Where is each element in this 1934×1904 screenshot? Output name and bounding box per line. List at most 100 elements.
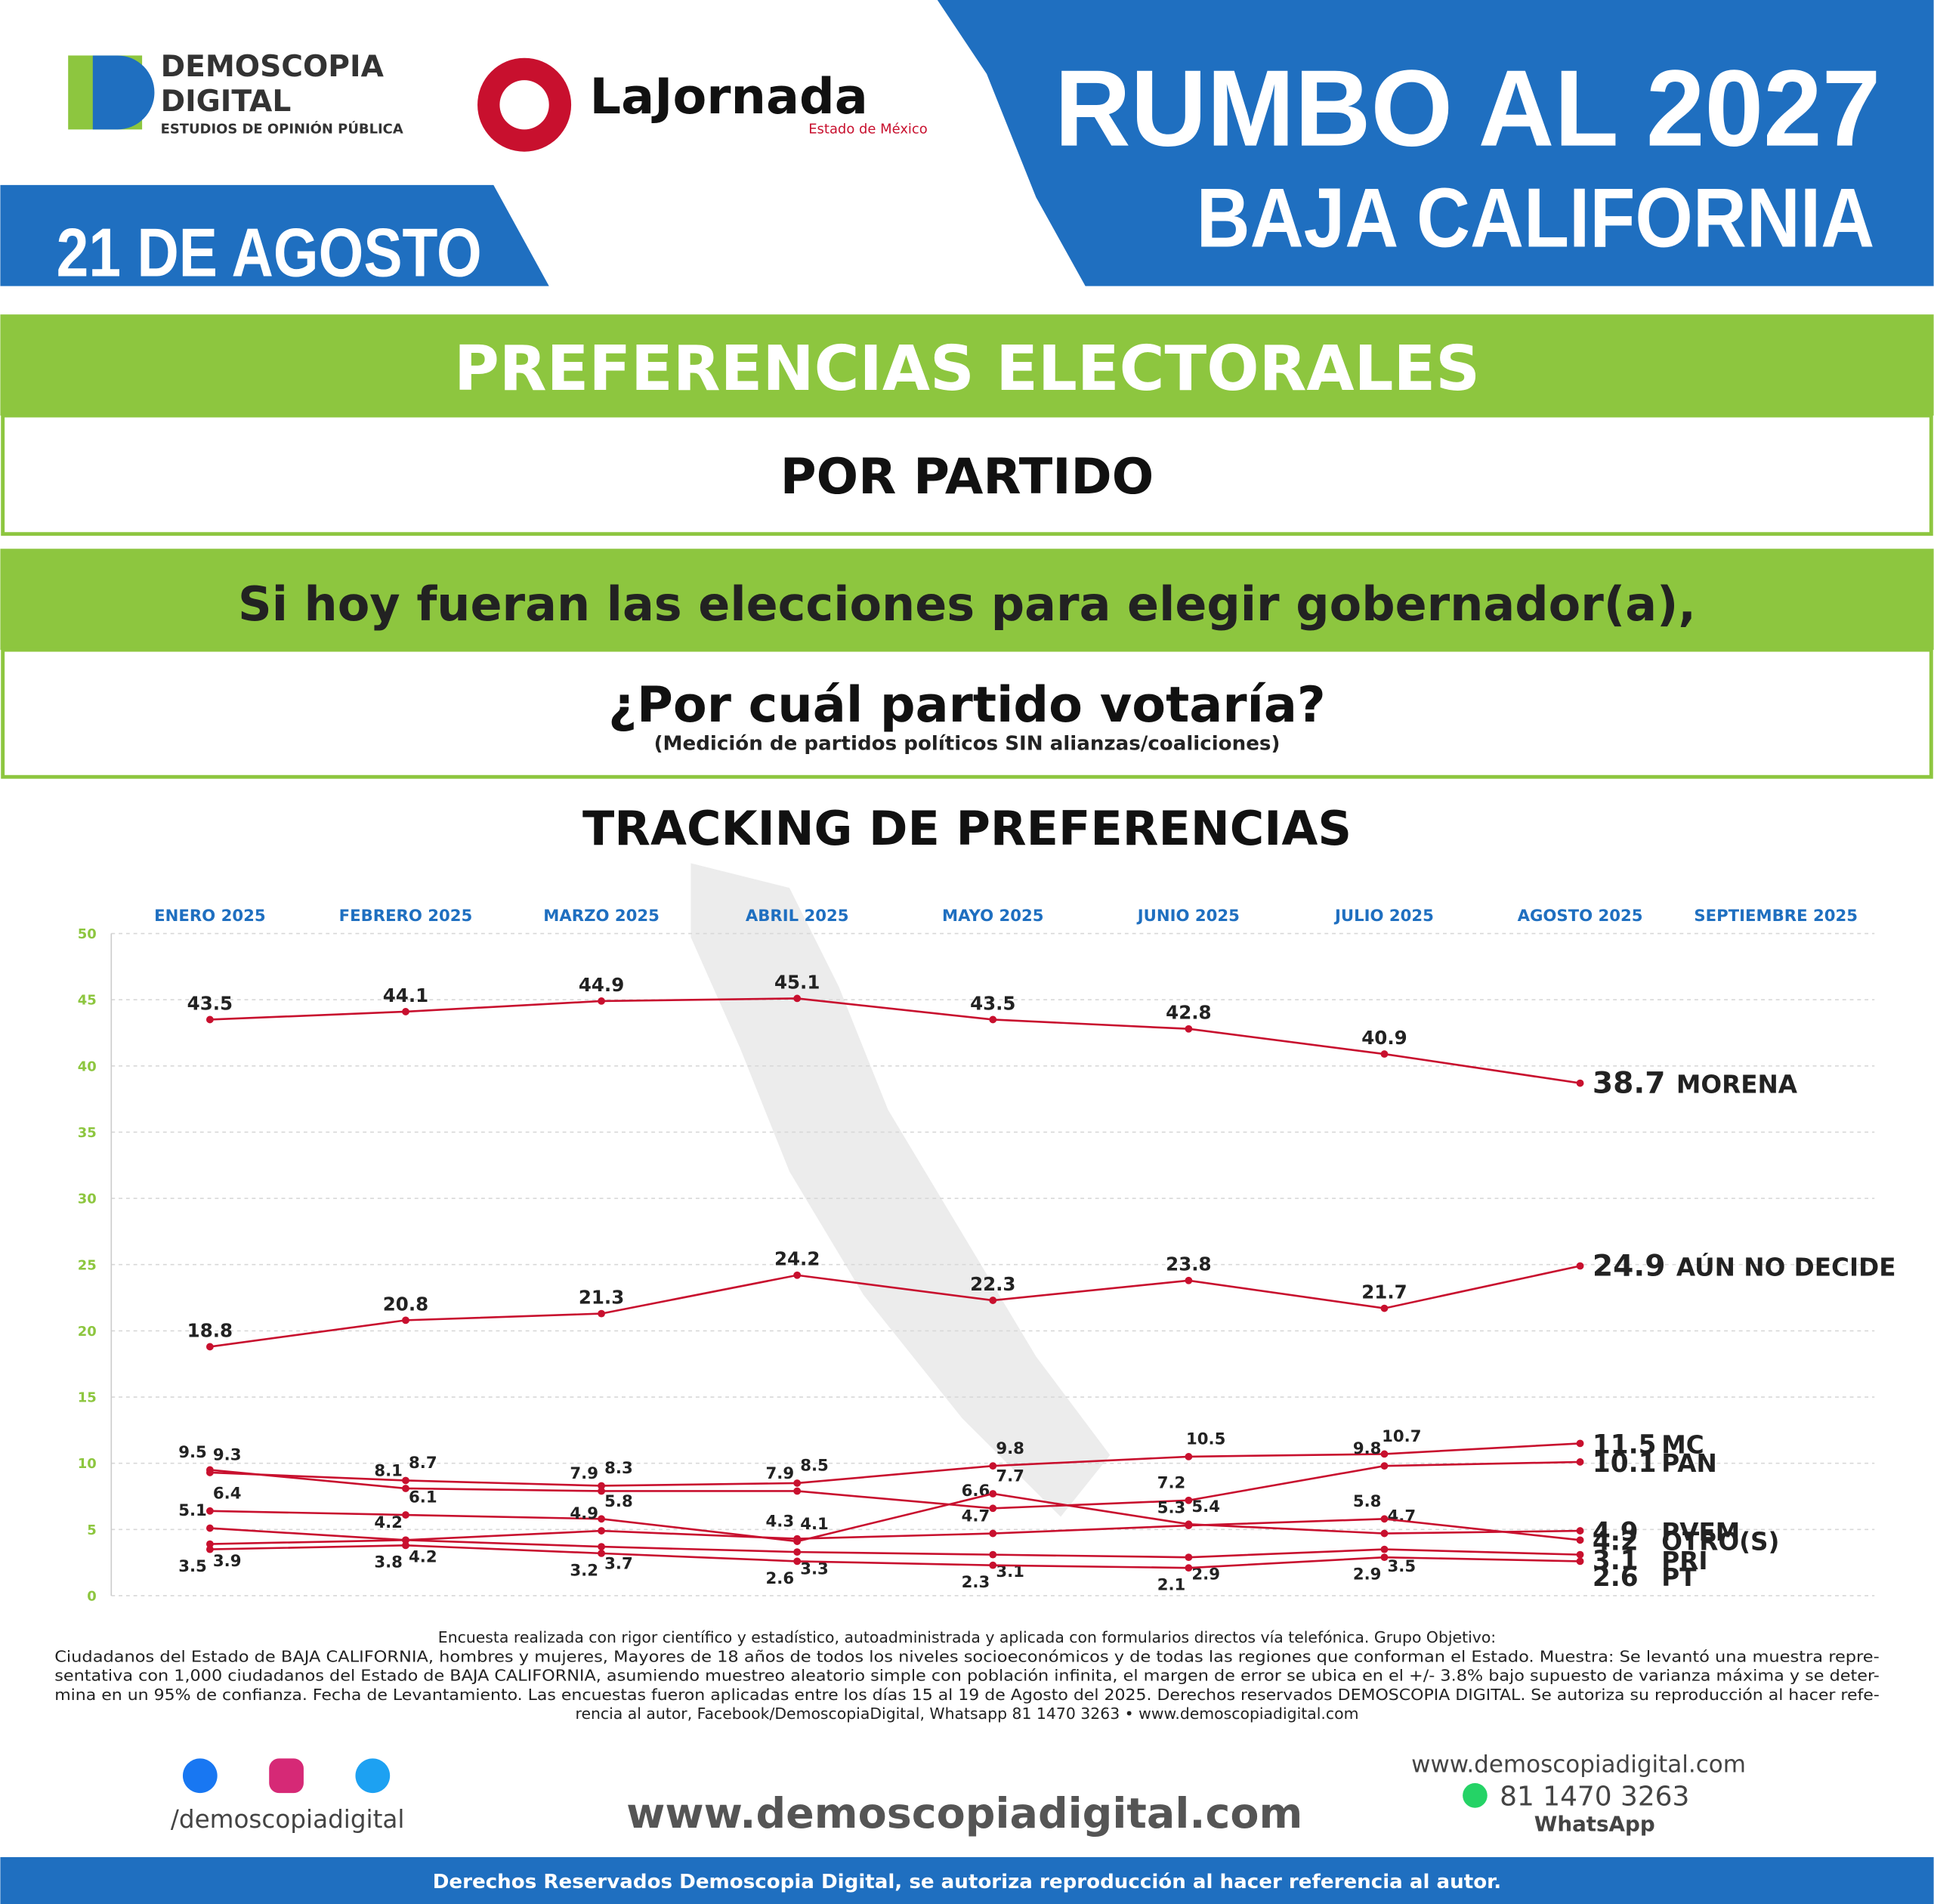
point bbox=[1576, 1527, 1584, 1535]
value-label: 3.5 bbox=[178, 1557, 207, 1576]
value-label: 2.6 bbox=[766, 1569, 795, 1588]
y-tick-label: 5 bbox=[87, 1522, 96, 1538]
instagram-icon[interactable] bbox=[269, 1758, 304, 1794]
point bbox=[598, 1549, 605, 1557]
y-tick-label: 45 bbox=[78, 993, 97, 1009]
point bbox=[793, 994, 802, 1003]
legend-label: MC bbox=[1661, 1430, 1704, 1459]
value-label: 18.8 bbox=[187, 1319, 233, 1341]
legend-label: PVEM bbox=[1661, 1518, 1740, 1547]
x-tick-label: JULIO 2025 bbox=[1333, 907, 1434, 926]
x-tick-label: MAYO 2025 bbox=[942, 907, 1044, 926]
section-title: PREFERENCIAS ELECTORALES bbox=[454, 333, 1480, 405]
point bbox=[1576, 1262, 1584, 1270]
series-line bbox=[209, 1517, 1580, 1541]
whatsapp-label: WhatsApp bbox=[1534, 1812, 1655, 1837]
website: www.demoscopiadigital.com bbox=[626, 1789, 1302, 1838]
point bbox=[1576, 1458, 1584, 1466]
point bbox=[989, 1015, 997, 1024]
point bbox=[205, 1540, 214, 1548]
x-tick-label: SEPTIEMBRE 2025 bbox=[1694, 907, 1858, 926]
end-value-label: 24.9 bbox=[1593, 1250, 1666, 1284]
value-label: 9.3 bbox=[213, 1446, 242, 1465]
value-label: 5.4 bbox=[1191, 1498, 1220, 1516]
series-line bbox=[209, 1265, 1580, 1348]
point bbox=[402, 1316, 409, 1324]
twitter-icon[interactable] bbox=[355, 1758, 391, 1794]
point bbox=[402, 1536, 409, 1544]
series-line bbox=[209, 1492, 1580, 1543]
value-label: 10.5 bbox=[1186, 1430, 1225, 1449]
point bbox=[1576, 1557, 1584, 1566]
question: ¿Por cuál partido votaría? bbox=[608, 676, 1326, 734]
point bbox=[1185, 1453, 1193, 1460]
facebook-icon[interactable] bbox=[182, 1758, 218, 1794]
whatsapp-icon[interactable] bbox=[1463, 1783, 1488, 1808]
y-tick-label: 50 bbox=[78, 926, 97, 942]
brand2: DIGITAL bbox=[161, 85, 292, 119]
point bbox=[1576, 1079, 1584, 1087]
brand: DEMOSCOPIA bbox=[161, 50, 385, 84]
point bbox=[1185, 1025, 1193, 1033]
point bbox=[1380, 1515, 1389, 1523]
value-label: 6.4 bbox=[213, 1484, 242, 1503]
value-label: 9.8 bbox=[996, 1439, 1024, 1458]
value-label: 4.2 bbox=[374, 1513, 403, 1532]
value-label: 2.9 bbox=[1353, 1566, 1382, 1584]
point bbox=[793, 1479, 802, 1487]
box bbox=[1, 413, 1933, 536]
y-tick-label: 20 bbox=[78, 1324, 97, 1340]
methodology: Encuesta realizada con rigor científico … bbox=[54, 1628, 1880, 1723]
point bbox=[1380, 1304, 1389, 1312]
section-subtitle: POR PARTIDO bbox=[780, 448, 1154, 505]
question: Si hoy fueran las elecciones para elegir… bbox=[238, 576, 1696, 632]
point bbox=[205, 1524, 214, 1532]
value-label: 22.3 bbox=[970, 1273, 1015, 1295]
point bbox=[1380, 1450, 1389, 1458]
x-tick-label: JUNIO 2025 bbox=[1136, 907, 1240, 926]
point bbox=[598, 1527, 605, 1535]
end-value-label: 3.1 bbox=[1593, 1546, 1639, 1576]
legend-label: MORENA bbox=[1676, 1071, 1798, 1099]
point bbox=[793, 1487, 802, 1495]
point bbox=[1185, 1276, 1193, 1284]
point bbox=[989, 1529, 997, 1538]
y-tick-label: 40 bbox=[78, 1059, 97, 1074]
point bbox=[1380, 1050, 1389, 1058]
value-label: 3.7 bbox=[604, 1554, 633, 1573]
map-shape bbox=[690, 863, 1111, 1517]
value-label: 23.8 bbox=[1166, 1253, 1211, 1275]
series-line bbox=[209, 997, 1580, 1084]
value-label: 45.1 bbox=[774, 971, 820, 993]
end-value-label: 10.1 bbox=[1593, 1448, 1657, 1479]
band bbox=[0, 549, 1934, 651]
point bbox=[402, 1541, 409, 1550]
value-label: 20.8 bbox=[383, 1293, 428, 1315]
point bbox=[793, 1535, 802, 1543]
value-label: 10.7 bbox=[1382, 1427, 1421, 1446]
methodology-line: mina en un 95% de confianza. Fecha de Le… bbox=[54, 1686, 1880, 1704]
y-tick-label: 10 bbox=[78, 1456, 97, 1472]
date-band bbox=[0, 184, 549, 286]
value-label: 3.9 bbox=[213, 1552, 242, 1571]
value-label: 3.2 bbox=[570, 1561, 598, 1580]
header-blue bbox=[937, 0, 1934, 286]
point bbox=[793, 1271, 802, 1279]
point bbox=[989, 1550, 997, 1559]
methodology-line: Encuesta realizada con rigor científico … bbox=[438, 1628, 1496, 1646]
headline2: BAJA CALIFORNIA bbox=[1197, 171, 1875, 264]
date: 21 DE AGOSTO bbox=[57, 215, 482, 292]
point bbox=[989, 1297, 997, 1304]
y-tick-label: 35 bbox=[78, 1125, 97, 1141]
y-tick-label: 30 bbox=[78, 1192, 97, 1207]
value-label: 43.5 bbox=[970, 992, 1015, 1014]
end-value-label: 11.5 bbox=[1593, 1430, 1657, 1460]
value-label: 2.1 bbox=[1157, 1576, 1186, 1595]
point bbox=[598, 997, 605, 1005]
logo-d bbox=[92, 55, 155, 130]
x-tick-label: AGOSTO 2025 bbox=[1518, 907, 1643, 926]
legend-label: PRI bbox=[1661, 1547, 1707, 1575]
value-label: 44.9 bbox=[579, 974, 624, 996]
y-tick-label: 15 bbox=[78, 1390, 97, 1406]
legend-label: PAN bbox=[1661, 1449, 1716, 1478]
